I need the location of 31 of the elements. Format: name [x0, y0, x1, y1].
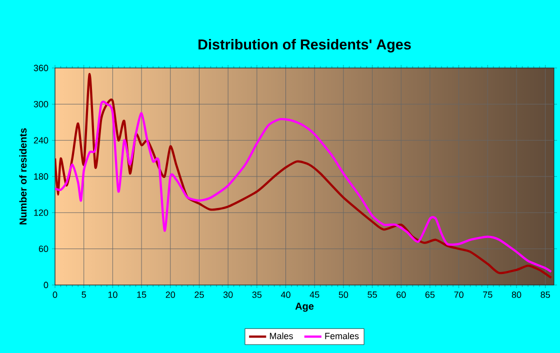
x-tick-label: 0 — [52, 292, 58, 298]
x-tick-label: 80 — [512, 292, 522, 298]
y-tick-label: 240 — [34, 137, 48, 144]
x-tick-label: 5 — [82, 292, 86, 298]
legend-label: Females — [325, 332, 359, 340]
y-axis-title: Number of residents — [19, 128, 27, 224]
y-tick-label: 180 — [34, 173, 48, 180]
x-tick-label: 75 — [483, 292, 492, 298]
legend-label: Males — [270, 332, 293, 340]
x-tick-label: 20 — [166, 292, 176, 298]
x-tick-label: 10 — [108, 292, 118, 298]
x-tick-label: 35 — [252, 292, 262, 298]
x-tick-label: 70 — [454, 292, 464, 298]
x-tick-label: 50 — [338, 292, 348, 298]
y-tick-label: 120 — [34, 209, 48, 216]
line-series — [55, 72, 552, 279]
y-tick-label: 300 — [34, 100, 48, 108]
x-tick-label: 25 — [194, 292, 204, 298]
y-tick-label: 0 — [44, 282, 48, 288]
x-tick-label: 45 — [310, 292, 320, 298]
y-tick-label: 60 — [38, 246, 48, 252]
x-axis-title: Age — [295, 302, 314, 312]
x-tick-label: 40 — [280, 292, 290, 298]
y-tick-label: 360 — [34, 64, 48, 72]
x-tick-label: 60 — [396, 292, 406, 298]
x-tick-label: 65 — [425, 292, 435, 298]
x-tick-label: 85 — [540, 292, 550, 298]
chart-title: Distribution of Residents' Ages — [198, 38, 411, 52]
x-tick-label: 15 — [137, 292, 146, 298]
x-tick-label: 30 — [223, 292, 233, 298]
x-tick-label: 55 — [368, 292, 377, 298]
